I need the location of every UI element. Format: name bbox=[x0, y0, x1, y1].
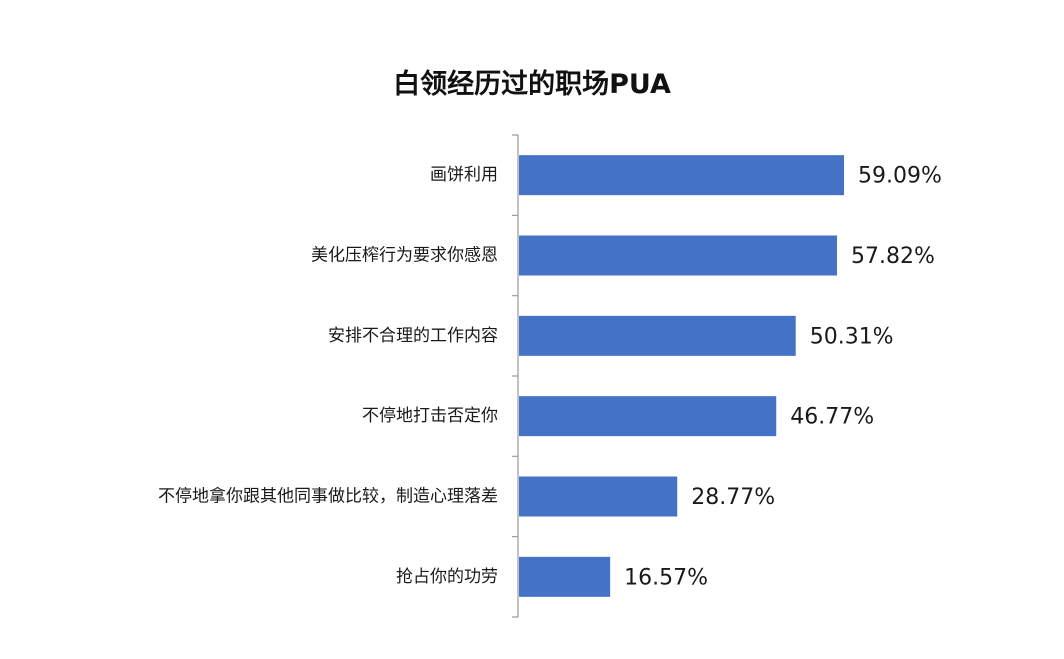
labels: 画饼利用 59.09% 美化压榨行为要求你感恩 57.82% 安排不合理的工作内容 50.… bbox=[158, 164, 942, 591]
bar bbox=[519, 235, 838, 276]
category-label: 抢占你的功劳 bbox=[396, 567, 498, 587]
bars bbox=[519, 155, 844, 597]
category-label: 不停地拿你跟其他同事做比较，制造心理落差 bbox=[158, 486, 498, 507]
value-label: 57.82% bbox=[851, 244, 935, 269]
category-axis bbox=[512, 134, 519, 618]
bar bbox=[519, 476, 678, 517]
category-label: 美化压榨行为要求你感恩 bbox=[311, 246, 498, 266]
category-label: 不停地打击否定你 bbox=[362, 406, 498, 426]
value-label: 50.31% bbox=[810, 324, 894, 349]
category-label: 画饼利用 bbox=[430, 165, 498, 185]
bar bbox=[519, 396, 777, 437]
category-label: 安排不合理的工作内容 bbox=[328, 326, 498, 346]
value-label: 28.77% bbox=[691, 485, 775, 510]
chart-title: 白领经历过的职场PUA bbox=[393, 69, 671, 100]
bar bbox=[519, 315, 796, 356]
value-label: 46.77% bbox=[790, 405, 874, 430]
value-label: 59.09% bbox=[858, 164, 942, 189]
bar bbox=[519, 155, 844, 196]
bar bbox=[519, 556, 611, 597]
value-label: 16.57% bbox=[624, 565, 708, 590]
